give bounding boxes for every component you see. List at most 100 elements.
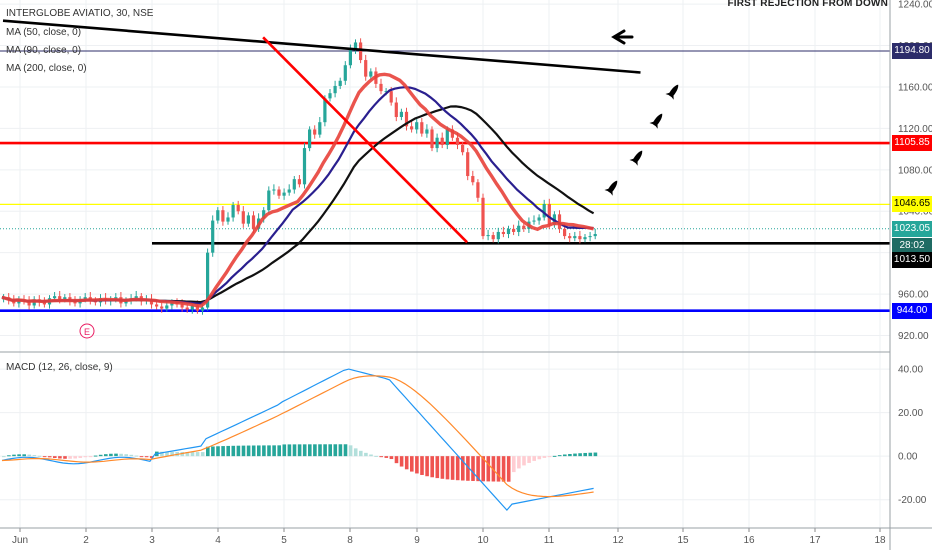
- candle-body: [221, 210, 225, 222]
- macd-histogram-bar: [557, 455, 562, 457]
- candle-body: [517, 225, 521, 232]
- macd-histogram-bar: [445, 456, 450, 480]
- macd-histogram-bar: [139, 456, 144, 458]
- candle-body: [399, 111, 403, 118]
- macd-histogram-bar: [185, 452, 190, 457]
- x-tick-label: 3: [149, 535, 155, 546]
- candle-body: [241, 211, 245, 224]
- candle-body: [165, 305, 169, 309]
- macd-legend: MACD (12, 26, close, 9): [6, 362, 113, 373]
- x-tick-label: 16: [743, 535, 755, 546]
- candle-body: [583, 237, 587, 240]
- macd-histogram-bar: [476, 456, 480, 482]
- macd-histogram-bar: [58, 456, 62, 459]
- macd-tick-label: 20.00: [898, 408, 923, 419]
- candle-body: [308, 129, 312, 149]
- macd-histogram-bar: [277, 445, 281, 457]
- macd-histogram-bar: [262, 445, 266, 457]
- macd-histogram-bar: [542, 456, 547, 458]
- macd-histogram-bar: [399, 456, 404, 467]
- earnings-marker-label: E: [84, 327, 90, 337]
- candle-body: [471, 176, 475, 183]
- macd-histogram-bar: [302, 444, 307, 457]
- x-tick-label: 12: [612, 535, 624, 546]
- macd-histogram-bar: [333, 444, 338, 457]
- candle-body: [578, 236, 582, 240]
- macd-histogram-bar: [63, 456, 67, 459]
- candle-body: [440, 137, 444, 145]
- macd-histogram-bar: [42, 456, 47, 458]
- candle-body: [155, 304, 159, 307]
- macd-histogram-bar: [287, 444, 292, 457]
- candle-body: [236, 205, 240, 212]
- macd-histogram-bar: [547, 456, 552, 458]
- macd-histogram-bar: [461, 456, 465, 481]
- candle-body: [287, 189, 291, 193]
- macd-histogram-bar: [563, 454, 567, 457]
- candle-body: [231, 205, 235, 218]
- candle-body: [297, 179, 301, 185]
- candle-body: [450, 129, 454, 138]
- macd-histogram-bar: [435, 456, 440, 479]
- candle-body: [379, 83, 383, 92]
- macd-histogram-bar: [53, 456, 57, 459]
- macd-histogram-bar: [134, 455, 139, 457]
- price-tick-label: 960.00: [898, 290, 929, 301]
- macd-histogram-bar: [190, 452, 195, 457]
- moving-averages: [1, 72, 595, 308]
- macd-histogram-bar: [450, 456, 455, 480]
- macd-histogram-bar: [573, 453, 577, 457]
- x-tick-label: 17: [809, 535, 821, 546]
- macd-tick-label: -20.00: [898, 495, 927, 506]
- candle-body: [338, 80, 342, 86]
- x-tick-label: Jun: [12, 535, 28, 546]
- candle-body: [506, 228, 511, 235]
- candle-body: [532, 220, 536, 222]
- candle-body: [522, 225, 526, 229]
- signal-line: [1, 375, 594, 498]
- price-badge: 28:02: [892, 238, 932, 255]
- candle-body: [251, 215, 256, 229]
- macd-histogram-bar: [12, 454, 16, 457]
- macd-histogram-bar: [578, 453, 582, 457]
- earnings-marker: [79, 323, 95, 339]
- x-tick-label: 9: [414, 535, 420, 546]
- macd-histogram-bar: [200, 452, 205, 457]
- candle-body: [557, 214, 562, 229]
- macd-histogram-bar: [68, 456, 72, 459]
- macd-histogram-bar: [129, 454, 134, 457]
- candle-body: [333, 85, 337, 94]
- candle-body: [73, 301, 77, 304]
- candle-body: [496, 231, 500, 240]
- candle-body: [58, 296, 62, 300]
- candle-body: [593, 234, 597, 237]
- x-tick-label: 8: [347, 535, 353, 546]
- legend-ma-50: MA (50, close, 0): [6, 27, 82, 38]
- macd-pane: [1, 368, 598, 512]
- macd-line: [1, 368, 594, 512]
- macd-histogram-bar: [359, 450, 363, 457]
- macd-histogram-bar: [231, 445, 236, 457]
- candle-body: [369, 71, 373, 77]
- candle-body: [292, 179, 296, 190]
- candle-body: [348, 49, 352, 66]
- macd-tick-label: 0.00: [898, 452, 918, 463]
- macd-histogram-bar: [83, 456, 88, 458]
- macd-histogram-bar: [211, 446, 215, 457]
- macd-histogram-bar: [109, 453, 113, 457]
- candle-body: [226, 217, 230, 222]
- macd-histogram-bar: [593, 452, 598, 457]
- candle-body: [27, 301, 31, 306]
- macd-histogram-bar: [206, 446, 210, 457]
- macd-histogram-bar: [328, 444, 332, 457]
- rocket-icon: [629, 150, 643, 166]
- candle-body: [190, 305, 194, 310]
- macd-histogram-bar: [308, 444, 312, 457]
- macd-histogram-bar: [512, 456, 516, 473]
- macd-histogram-bar: [552, 455, 557, 457]
- macd-histogram-bar: [165, 451, 169, 457]
- macd-histogram-bar: [216, 446, 220, 457]
- price-badge: 1023.05: [892, 220, 932, 237]
- candle-body: [83, 297, 87, 300]
